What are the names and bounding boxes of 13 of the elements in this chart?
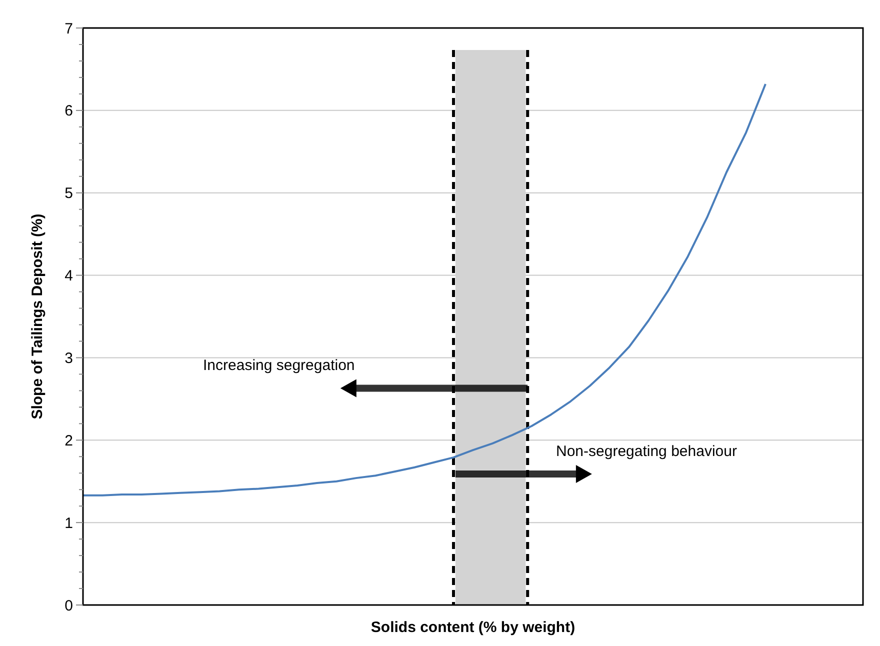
y-tick-label: 6 xyxy=(64,102,73,120)
y-tick-label: 5 xyxy=(64,185,73,202)
y-axis-title: Slope of Tailings Deposit (%) xyxy=(29,214,46,420)
annotation: Increasing segregation xyxy=(203,357,355,374)
y-tick-label: 0 xyxy=(64,597,73,614)
line-series xyxy=(82,83,766,496)
y-tick-label: 1 xyxy=(64,514,73,532)
x-axis-title: Solids content (% by weight) xyxy=(370,619,576,636)
annotation: Non-segregating behaviour xyxy=(556,443,737,460)
y-tick-label: 4 xyxy=(64,268,73,285)
y-tick-label: 2 xyxy=(64,432,73,450)
y-tick-label: 7 xyxy=(64,20,73,38)
y-tick-label: 3 xyxy=(64,350,73,367)
